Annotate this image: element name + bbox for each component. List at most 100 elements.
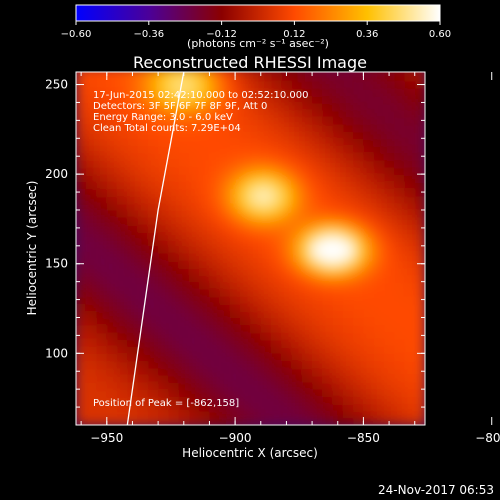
heatmap-cell: [86, 123, 98, 132]
heatmap-cell: [260, 88, 272, 96]
heatmap-cell: [147, 80, 159, 89]
heatmap-cell: [342, 260, 354, 268]
heatmap-cell: [312, 202, 323, 211]
heatmap-cell: [332, 131, 344, 139]
heatmap-cell: [353, 116, 365, 125]
heatmap-cell: [229, 295, 241, 304]
heatmap-cell: [301, 331, 313, 340]
heatmap-cell: [137, 174, 149, 182]
heatmap-cell: [281, 181, 293, 190]
heatmap-cell: [373, 209, 385, 218]
heatmap-cell: [373, 288, 385, 297]
heatmap-cell: [342, 252, 354, 261]
heatmap-cell: [404, 338, 416, 347]
heatmap-cell: [188, 181, 200, 190]
heatmap-cell: [404, 145, 416, 154]
heatmap-cell: [332, 331, 344, 340]
heatmap-cell: [373, 195, 385, 204]
heatmap-cell: [147, 288, 159, 297]
heatmap-cell: [373, 138, 385, 147]
heatmap-cell: [373, 295, 385, 304]
heatmap-cell: [260, 346, 272, 354]
x-tick-label: −850: [347, 431, 380, 445]
heatmap-cell: [312, 145, 323, 154]
heatmap-cell: [219, 217, 231, 225]
heatmap-cell: [219, 288, 231, 297]
heatmap-cell: [76, 295, 87, 304]
heatmap-cell: [106, 367, 118, 376]
heatmap-cell: [240, 231, 252, 240]
heatmap-cell: [281, 338, 293, 347]
colorbar-tick-label: 0.36: [356, 29, 378, 40]
heatmap-cell: [301, 102, 313, 111]
heatmap-cell: [342, 317, 354, 326]
heatmap-cell: [271, 217, 282, 225]
heatmap-cell: [404, 73, 416, 82]
heatmap-cell: [383, 73, 395, 82]
heatmap-cell: [199, 396, 211, 405]
heatmap-cell: [414, 131, 425, 139]
heatmap-cell: [271, 346, 282, 354]
heatmap-cell: [106, 131, 118, 139]
heatmap-cell: [373, 346, 385, 354]
heatmap-cell: [363, 159, 375, 168]
heatmap-cell: [137, 367, 149, 376]
heatmap-cell: [137, 288, 149, 297]
heatmap-cell: [147, 346, 159, 354]
heatmap-cell: [394, 166, 406, 175]
heatmap-cell: [363, 123, 375, 132]
heatmap-cell: [209, 410, 221, 419]
heatmap-cell: [250, 174, 262, 182]
heatmap-cell: [209, 95, 221, 104]
heatmap-cell: [147, 159, 159, 168]
heatmap-cell: [373, 281, 385, 290]
heatmap-cell: [291, 260, 303, 268]
heatmap-cell: [322, 116, 334, 125]
heatmap-cell: [260, 238, 272, 247]
heatmap-cell: [363, 403, 375, 412]
heatmap-cell: [281, 73, 293, 82]
heatmap-cell: [209, 202, 221, 211]
heatmap-cell: [312, 310, 323, 319]
heatmap-cell: [199, 274, 211, 283]
heatmap-cell: [219, 417, 231, 425]
heatmap-cell: [373, 245, 385, 254]
heatmap-cell: [178, 202, 190, 211]
heatmap-cell: [281, 174, 293, 182]
heatmap-cell: [271, 317, 282, 326]
heatmap-cell: [342, 245, 354, 254]
heatmap-cell: [322, 209, 334, 218]
heatmap-cell: [168, 410, 180, 419]
heatmap-cell: [96, 102, 108, 111]
heatmap-cell: [301, 88, 313, 96]
heatmap-cell: [106, 123, 118, 132]
heatmap-cell: [353, 338, 365, 347]
heatmap-cell: [117, 245, 128, 254]
heatmap-cell: [281, 303, 293, 311]
heatmap-cell: [127, 188, 139, 197]
heatmap-cell: [168, 324, 180, 333]
heatmap-cell: [158, 367, 169, 376]
heatmap-cell: [86, 217, 98, 225]
heatmap-cell: [147, 181, 159, 190]
heatmap-cell: [188, 389, 200, 397]
heatmap-cell: [117, 224, 128, 233]
heatmap-cell: [301, 231, 313, 240]
heatmap-cell: [168, 245, 180, 254]
heatmap-cell: [76, 245, 87, 254]
heatmap-cell: [363, 80, 375, 89]
heatmap-cell: [353, 410, 365, 419]
heatmap-cell: [117, 353, 128, 362]
heatmap-cell: [260, 123, 272, 132]
heatmap-cell: [260, 303, 272, 311]
heatmap-cell: [147, 317, 159, 326]
heatmap-cell: [188, 288, 200, 297]
heatmap-cell: [281, 152, 293, 161]
heatmap-cell: [260, 195, 272, 204]
heatmap-cell: [106, 324, 118, 333]
heatmap-cell: [76, 95, 87, 104]
heatmap-cell: [383, 310, 395, 319]
heatmap-cell: [383, 267, 395, 276]
heatmap-cell: [301, 252, 313, 261]
heatmap-cell: [312, 138, 323, 147]
